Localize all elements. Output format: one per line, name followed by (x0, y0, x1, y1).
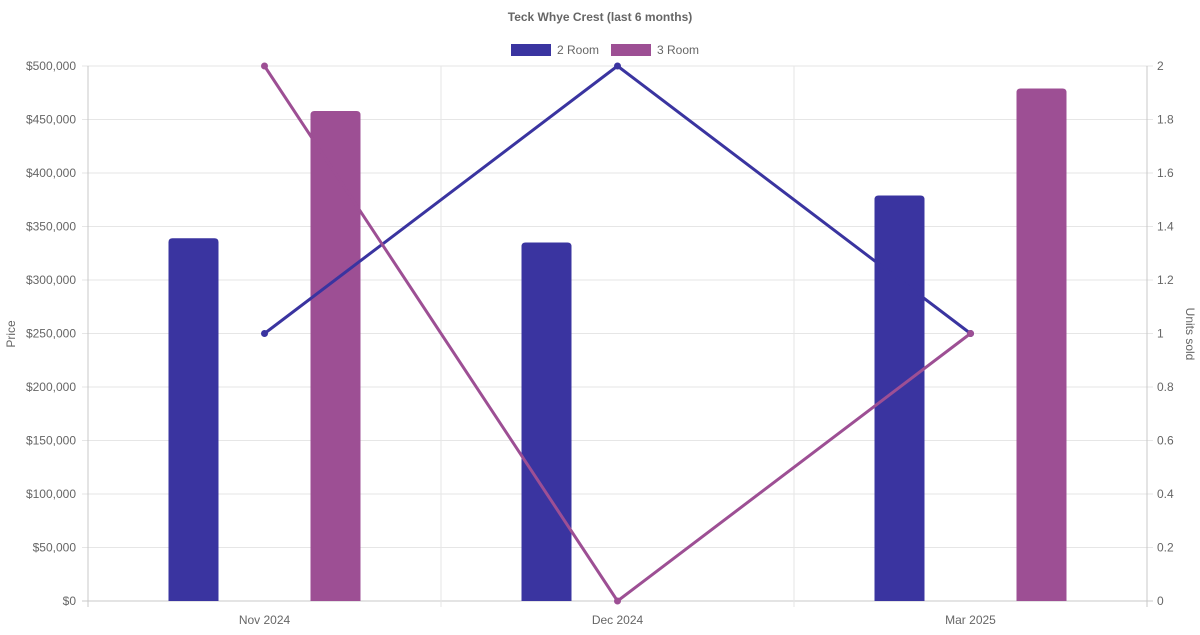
y-right-tick-label: 0.6 (1157, 434, 1174, 448)
y-right-tick-label: 1.2 (1157, 273, 1174, 287)
y-right-axis-title: Units sold (1183, 308, 1197, 361)
legend-swatch (511, 44, 551, 56)
y-left-tick-label: $300,000 (26, 273, 76, 287)
y-right-tick-label: 0.4 (1157, 487, 1174, 501)
y-left-tick-label: $150,000 (26, 434, 76, 448)
y-left-tick-label: $200,000 (26, 380, 76, 394)
y-right-tick-label: 2 (1157, 59, 1164, 73)
line-2-room-units-sold[interactable] (263, 64, 972, 335)
legend-label: 2 Room (557, 43, 599, 57)
legend-item-3-room[interactable]: 3 Room (611, 43, 699, 57)
y-left-tick-label: $400,000 (26, 166, 76, 180)
chart-title: Teck Whye Crest (last 6 months) (508, 10, 693, 24)
x-tick-label: Nov 2024 (239, 613, 291, 627)
y-right-tick-label: 1.8 (1157, 113, 1174, 127)
y-left-tick-label: $250,000 (26, 327, 76, 341)
legend[interactable]: 2 Room 3 Room (511, 43, 699, 57)
y-right-tick-label: 0 (1157, 594, 1164, 608)
legend-label: 3 Room (657, 43, 699, 57)
axes-layer: $0 $50,000 $100,000 $150,000 $200,000 $250,00… (26, 59, 1174, 627)
bar-3-room-price[interactable] (310, 110, 361, 601)
y-right-tick-label: 1.6 (1157, 166, 1174, 180)
y-left-tick-label: $350,000 (26, 220, 76, 234)
y-left-tick-label: $500,000 (26, 59, 76, 73)
y-right-tick-label: 0.8 (1157, 380, 1174, 394)
y-left-tick-label: $50,000 (33, 541, 77, 555)
y-right-tick-label: 1.4 (1157, 220, 1174, 234)
y-left-axis-title: Price (4, 320, 18, 348)
y-left-tick-label: $100,000 (26, 487, 76, 501)
point-3-room-units-sold[interactable] (967, 330, 974, 337)
legend-swatch (611, 44, 651, 56)
point-2-room-units-sold[interactable] (614, 62, 621, 70)
grid-lines (82, 65, 1153, 607)
y-left-tick-label: $0 (63, 594, 77, 608)
bar-3-room-price[interactable] (1016, 88, 1067, 602)
legend-item-2-room[interactable]: 2 Room (511, 43, 599, 57)
y-left-tick-label: $450,000 (26, 113, 76, 127)
y-right-tick-label: 1 (1157, 327, 1164, 341)
bar-2-room-price[interactable] (168, 238, 219, 601)
bar-2-room-price[interactable] (874, 195, 925, 601)
lines-layer (261, 62, 974, 605)
bar-2-room-price[interactable] (521, 242, 572, 602)
y-right-tick-label: 0.2 (1157, 541, 1174, 555)
bars-layer (168, 88, 1067, 602)
point-3-room-units-sold[interactable] (261, 62, 268, 70)
point-3-room-units-sold[interactable] (614, 597, 621, 605)
x-tick-label: Mar 2025 (945, 613, 996, 627)
x-tick-label: Dec 2024 (592, 613, 644, 627)
point-2-room-units-sold[interactable] (261, 330, 268, 337)
